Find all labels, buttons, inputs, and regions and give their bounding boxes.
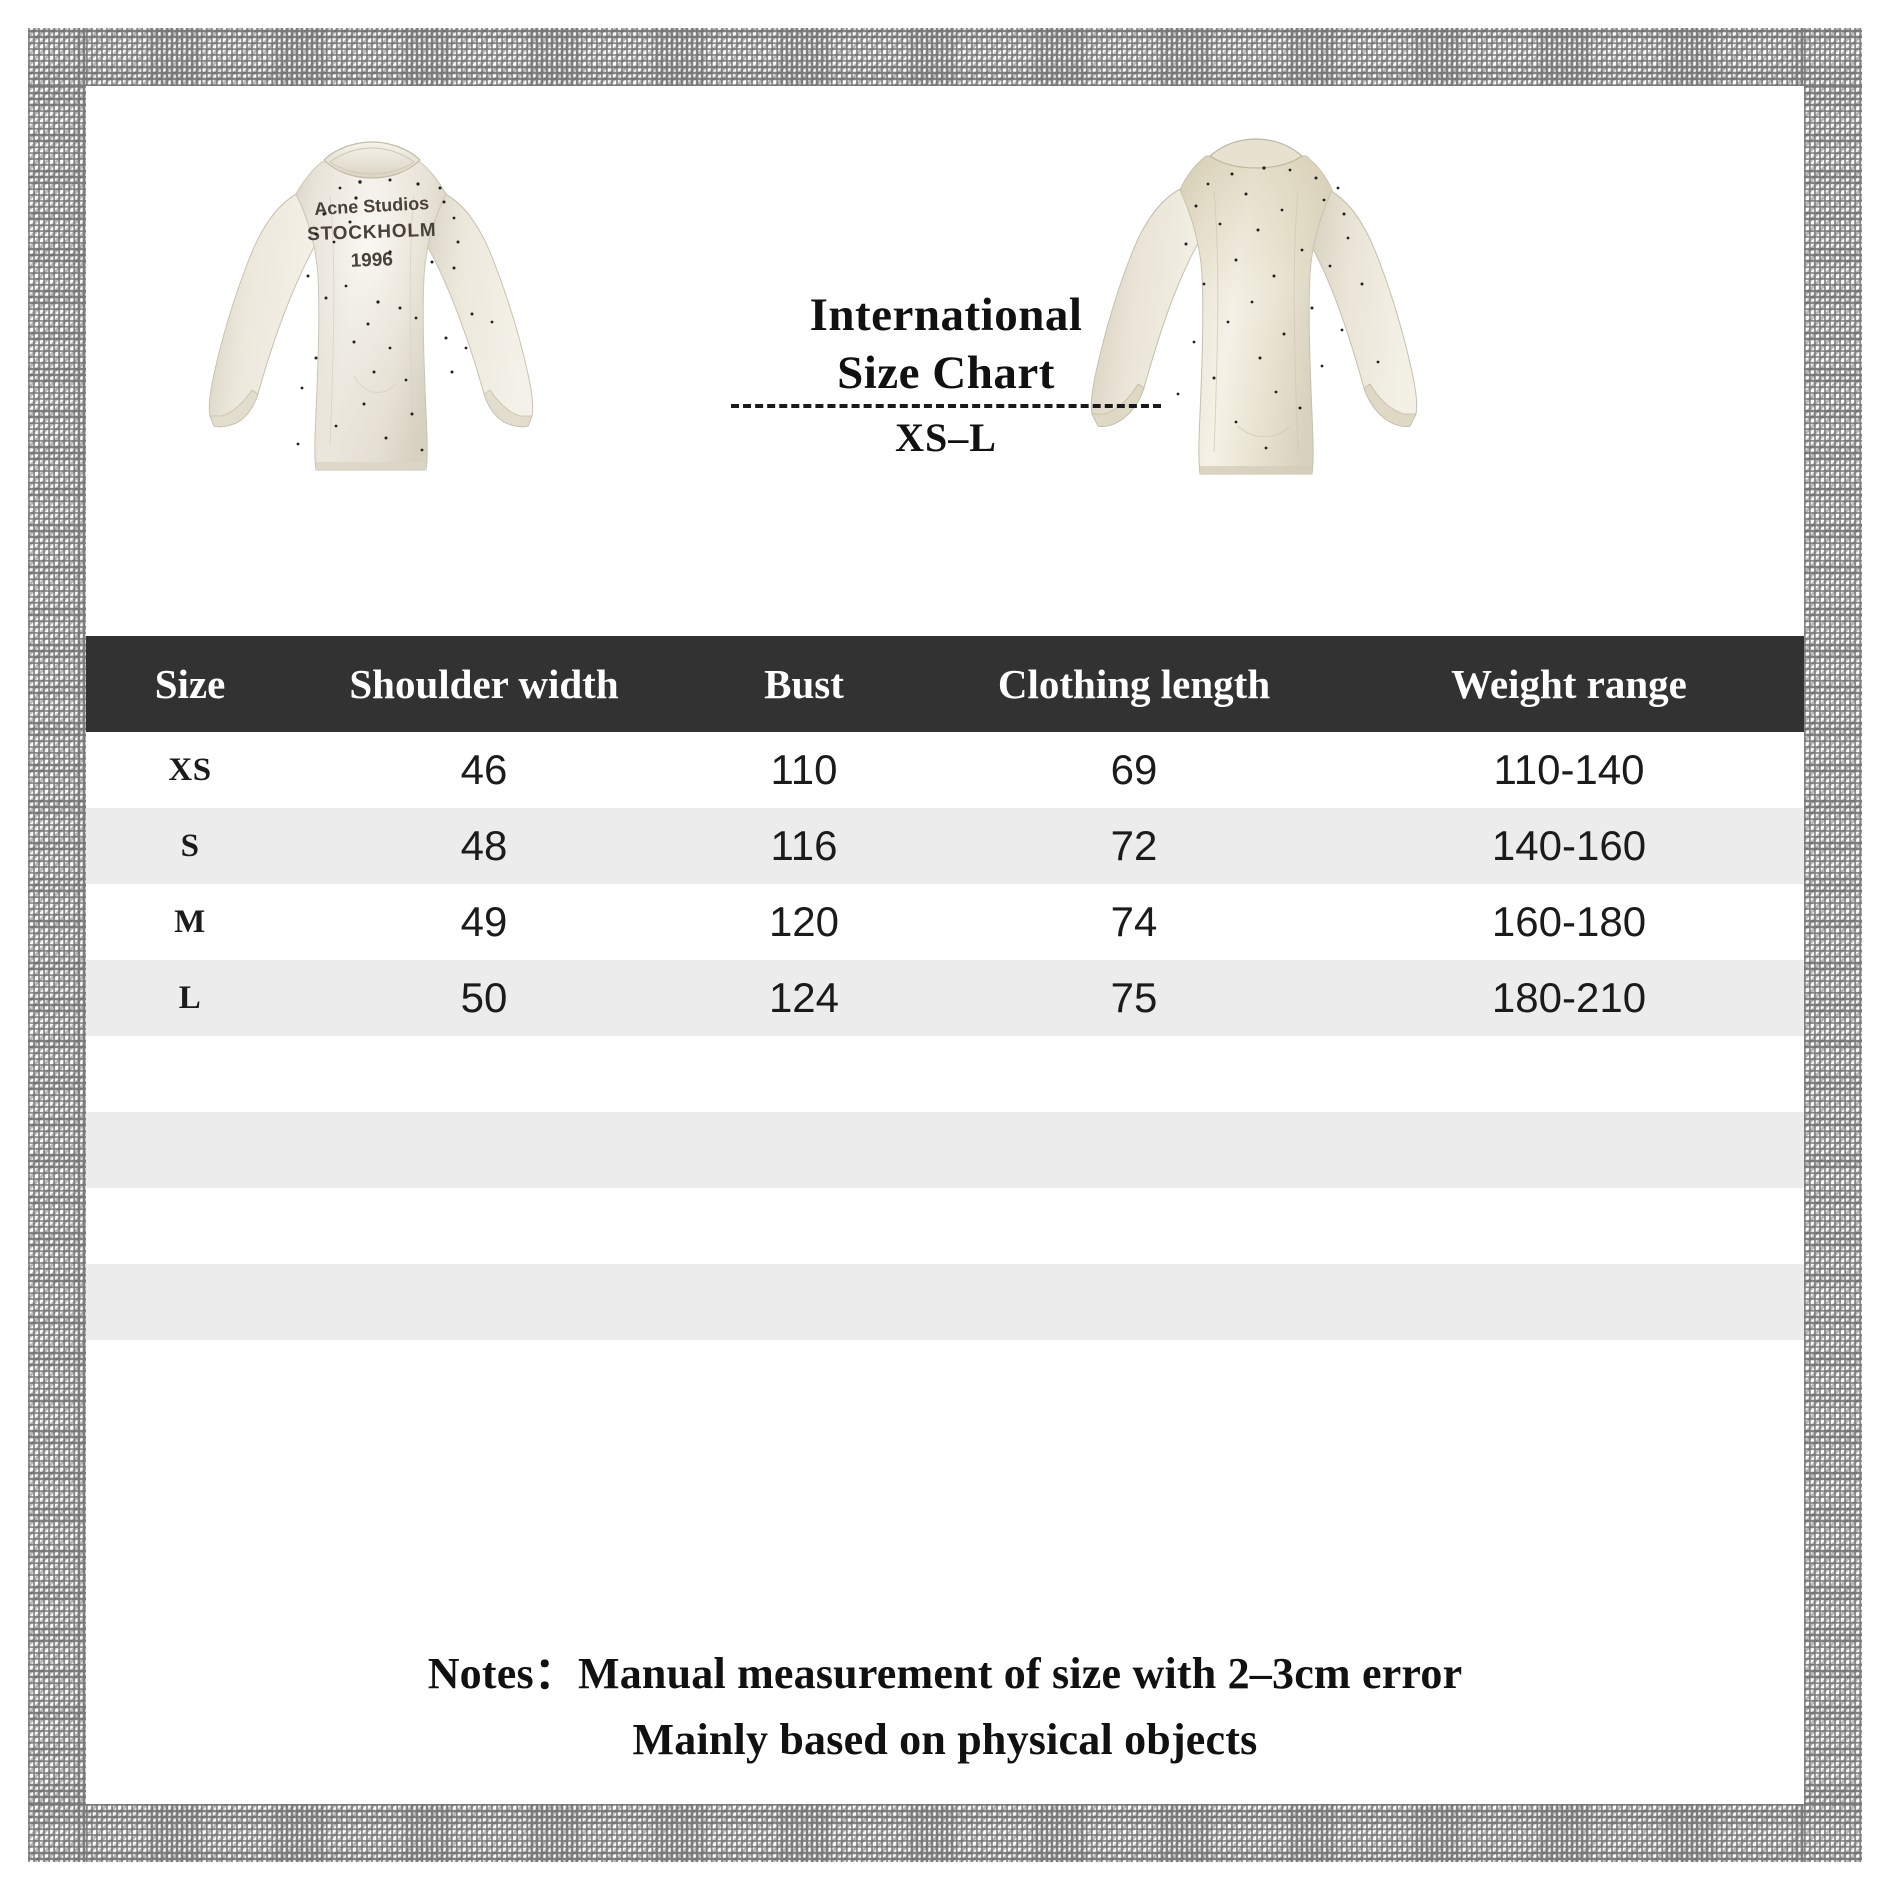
cell-shoulder-width: 49 — [294, 884, 674, 960]
column-header-weight-range: Weight range — [1334, 636, 1804, 732]
cell-bust: 120 — [674, 884, 934, 960]
cell-shoulder-width — [294, 1188, 674, 1264]
cell-shoulder-width: 50 — [294, 960, 674, 1036]
cell-clothing-length: 74 — [934, 884, 1334, 960]
cell-shoulder-width: 48 — [294, 808, 674, 884]
column-header-clothing-length: Clothing length — [934, 636, 1334, 732]
cell-shoulder-width — [294, 1264, 674, 1340]
table-row: L 50 124 75 180-210 — [86, 960, 1804, 1036]
cell-size — [86, 1188, 294, 1264]
cell-weight-range: 140-160 — [1334, 808, 1804, 884]
cell-size: L — [86, 960, 294, 1036]
cell-clothing-length: 75 — [934, 960, 1334, 1036]
cell-weight-range: 180-210 — [1334, 960, 1804, 1036]
cell-shoulder-width — [294, 1112, 674, 1188]
hero-section: Acne Studios STOCKHOLM 1996 — [86, 86, 1804, 758]
cell-shoulder-width: 46 — [294, 732, 674, 808]
table-row-empty — [86, 1112, 1804, 1188]
cell-weight-range — [1334, 1264, 1804, 1340]
cell-size: M — [86, 884, 294, 960]
cell-weight-range — [1334, 1036, 1804, 1112]
cell-weight-range: 160-180 — [1334, 884, 1804, 960]
cell-bust: 110 — [674, 732, 934, 808]
cell-shoulder-width — [294, 1036, 674, 1112]
cell-clothing-length: 72 — [934, 808, 1334, 884]
table-row-empty — [86, 1188, 1804, 1264]
cell-bust: 116 — [674, 808, 934, 884]
table-header-row: Size Shoulder width Bust Clothing length… — [86, 636, 1804, 732]
cell-bust — [674, 1264, 934, 1340]
cell-bust: 124 — [674, 960, 934, 1036]
cell-bust — [674, 1036, 934, 1112]
column-header-shoulder-width: Shoulder width — [294, 636, 674, 732]
column-header-bust: Bust — [674, 636, 934, 732]
table-header: Size Shoulder width Bust Clothing length… — [86, 636, 1804, 732]
table-row-empty — [86, 1264, 1804, 1340]
print-line-3: 1996 — [350, 249, 393, 271]
cell-size — [86, 1112, 294, 1188]
title-line-1: International — [809, 289, 1083, 341]
chart-title-block: International Size Chart XS–L — [516, 286, 1376, 464]
table-row: M 49 120 74 160-180 — [86, 884, 1804, 960]
note-line-1: Notes：Manual measurement of size with 2–… — [427, 1649, 1463, 1698]
title-line-2: Size Chart — [837, 347, 1055, 399]
cell-size — [86, 1036, 294, 1112]
table-row-empty — [86, 1036, 1804, 1112]
cell-clothing-length: 69 — [934, 732, 1334, 808]
cell-clothing-length — [934, 1036, 1334, 1112]
table-body: XS 46 110 69 110-140 S 48 116 72 140-160… — [86, 732, 1804, 1340]
notes-section: Notes：Manual measurement of size with 2–… — [86, 1641, 1804, 1773]
cell-clothing-length — [934, 1112, 1334, 1188]
cell-bust — [674, 1188, 934, 1264]
print-line-2: STOCKHOLM — [307, 220, 437, 245]
chart-content-area: Acne Studios STOCKHOLM 1996 — [86, 86, 1804, 1804]
cell-size: XS — [86, 732, 294, 808]
title-dashed-divider — [731, 404, 1161, 408]
cell-size — [86, 1264, 294, 1340]
size-range-label: XS–L — [895, 415, 997, 460]
cell-clothing-length — [934, 1188, 1334, 1264]
cell-bust — [674, 1112, 934, 1188]
size-chart-table: Size Shoulder width Bust Clothing length… — [86, 636, 1804, 1340]
table-row: XS 46 110 69 110-140 — [86, 732, 1804, 808]
cell-size: S — [86, 808, 294, 884]
cell-weight-range — [1334, 1112, 1804, 1188]
column-header-size: Size — [86, 636, 294, 732]
note-line-2: Mainly based on physical objects — [632, 1715, 1258, 1764]
garment-back-view-image — [1086, 126, 1426, 566]
cell-clothing-length — [934, 1264, 1334, 1340]
cell-weight-range: 110-140 — [1334, 732, 1804, 808]
table-row: S 48 116 72 140-160 — [86, 808, 1804, 884]
cell-weight-range — [1334, 1188, 1804, 1264]
garment-front-view-image: Acne Studios STOCKHOLM 1996 — [204, 126, 544, 566]
